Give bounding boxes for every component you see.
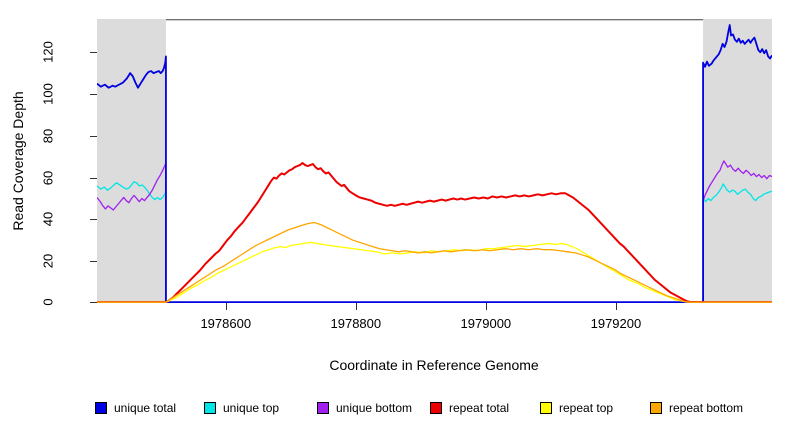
y-tick-mark: [90, 261, 97, 263]
y-tick-mark: [90, 177, 97, 179]
y-axis-title: Read Coverage Depth: [10, 91, 26, 231]
legend-label-unique-total: unique total: [114, 401, 177, 415]
y-tick-label: 40: [40, 212, 56, 227]
plot-area: [97, 19, 772, 303]
legend-label-repeat-bottom: repeat bottom: [669, 401, 744, 415]
series-line-repeat-bottom: [97, 221, 772, 303]
legend-item-repeat-total: repeat total: [430, 401, 509, 415]
legend-item-unique-total: unique total: [95, 401, 176, 415]
legend-swatch-repeat-total: [430, 402, 442, 414]
x-tick-label: 1978800: [330, 316, 382, 331]
legend-swatch-unique-top: [204, 402, 216, 414]
y-tick-mark: [90, 94, 97, 96]
y-tick-label: 80: [40, 128, 56, 144]
legend-item-unique-bottom: unique bottom: [317, 401, 412, 415]
shaded-region-right-flank: [703, 19, 772, 303]
x-tick-mark: [485, 303, 487, 310]
x-tick-label: 1978600: [200, 316, 252, 331]
legend-swatch-unique-total: [95, 402, 107, 414]
y-tick-label: 0: [40, 298, 56, 306]
y-tick-mark: [90, 135, 97, 137]
legend-label-unique-top: unique top: [223, 401, 280, 415]
coverage-plot-svg: [97, 19, 772, 303]
legend-label-repeat-top: repeat top: [559, 401, 614, 415]
legend-item-repeat-bottom: repeat bottom: [650, 401, 743, 415]
legend-swatch-repeat-top: [540, 402, 552, 414]
y-tick-label: 120: [40, 41, 56, 64]
shaded-region-left-flank: [97, 19, 166, 303]
legend-swatch-repeat-bottom: [650, 402, 662, 414]
series-line-unique-total: [97, 24, 772, 303]
series-line-repeat-total: [97, 161, 772, 303]
y-tick-mark: [90, 219, 97, 221]
legend-swatch-unique-bottom: [317, 402, 329, 414]
x-tick-mark: [615, 303, 617, 310]
legend-item-repeat-top: repeat top: [540, 401, 613, 415]
x-tick-mark: [355, 303, 357, 310]
legend-label-unique-bottom: unique bottom: [336, 401, 413, 415]
x-axis-title: Coordinate in Reference Genome: [329, 357, 539, 373]
legend-item-unique-top: unique top: [204, 401, 279, 415]
x-tick-label: 1979200: [590, 316, 642, 331]
y-tick-mark: [90, 52, 97, 54]
y-tick-label: 60: [40, 170, 56, 185]
y-tick-label: 20: [40, 253, 56, 269]
y-tick-label: 100: [40, 83, 56, 105]
legend-label-repeat-total: repeat total: [449, 401, 510, 415]
x-tick-mark: [225, 303, 227, 310]
x-tick-label: 1979000: [460, 316, 512, 331]
y-tick-mark: [90, 302, 97, 304]
